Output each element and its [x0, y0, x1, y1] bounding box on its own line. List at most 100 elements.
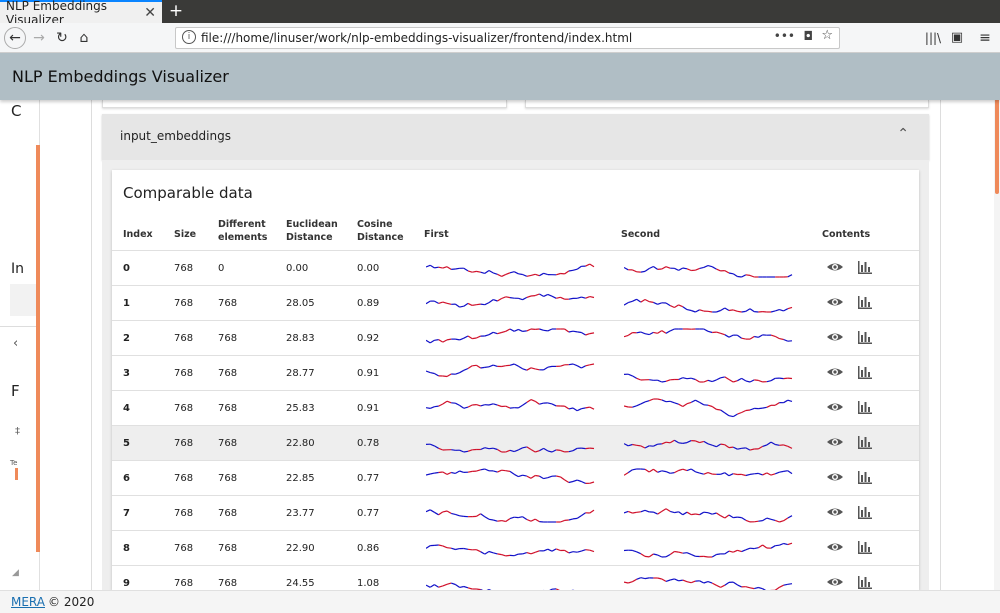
left-panel-input[interactable]	[10, 284, 40, 316]
cell-cosine: 0.91	[357, 368, 380, 379]
cell-index: 1	[123, 298, 130, 309]
cell-cosine: 0.86	[357, 543, 380, 554]
accordion-input-embeddings[interactable]: input_embeddings ⌃	[102, 114, 929, 160]
cell-euclidean: 22.90	[286, 543, 315, 554]
cell-cosine: 0.89	[357, 298, 380, 309]
page-actions-icon[interactable]: •••	[773, 29, 795, 43]
second-sparkline	[624, 508, 793, 523]
table-row[interactable]: 6 768 768 22.85 0.77	[112, 460, 919, 495]
chevron-up-icon[interactable]: ⌃	[897, 126, 909, 142]
table-row[interactable]: 4 768 768 25.83 0.91	[112, 390, 919, 425]
cell-size: 768	[174, 368, 194, 379]
eye-icon[interactable]	[826, 505, 844, 519]
eye-icon[interactable]	[826, 330, 844, 344]
cell-different: 768	[218, 438, 238, 449]
cell-different: 768	[218, 298, 238, 309]
cell-size: 768	[174, 438, 194, 449]
scrollbar-thumb[interactable]	[995, 94, 999, 194]
mini-progress	[15, 468, 18, 480]
home-icon[interactable]: ⌂	[79, 30, 89, 46]
eye-icon[interactable]	[826, 365, 844, 379]
forward-icon[interactable]: →	[33, 30, 45, 46]
header-different-line1: Different	[218, 219, 266, 230]
browser-tab[interactable]: NLP Embeddings Visualizer ✕	[0, 0, 162, 27]
first-sparkline	[426, 293, 595, 308]
cell-cosine: 1.08	[357, 578, 380, 589]
table-row[interactable]: 3 768 768 28.77 0.91	[112, 355, 919, 390]
bookmark-star-icon[interactable]: ☆	[821, 28, 833, 43]
table-row[interactable]: 0 768 0 0.00 0.00	[112, 250, 919, 285]
left-panel-letter-c: C	[11, 102, 22, 120]
bar-chart-icon[interactable]	[857, 505, 873, 520]
table-row[interactable]: 9 768 768 24.55 1.08	[112, 565, 919, 600]
app-header: NLP Embeddings Visualizer	[0, 53, 1000, 100]
second-sparkline	[624, 298, 793, 313]
cell-index: 4	[123, 403, 130, 414]
cell-euclidean: 25.83	[286, 403, 315, 414]
cell-euclidean: 28.83	[286, 333, 315, 344]
header-index: Index	[123, 229, 153, 240]
bar-chart-icon[interactable]	[857, 365, 873, 380]
table-row[interactable]: 2 768 768 28.83 0.92	[112, 320, 919, 355]
table-row[interactable]: 7 768 768 23.77 0.77	[112, 495, 919, 530]
table-row[interactable]: 1 768 768 28.05 0.89	[112, 285, 919, 320]
bar-chart-icon[interactable]	[857, 330, 873, 345]
page-scrollbar[interactable]	[994, 92, 1000, 590]
chevron-left-icon[interactable]: ‹	[13, 336, 19, 351]
cell-different: 768	[218, 333, 238, 344]
pocket-icon[interactable]: ◘	[803, 29, 814, 43]
second-sparkline	[624, 577, 793, 592]
eye-icon[interactable]	[826, 400, 844, 414]
cell-euclidean: 0.00	[286, 263, 309, 274]
close-tab-icon[interactable]: ✕	[144, 5, 156, 21]
cell-euclidean: 22.85	[286, 473, 315, 484]
library-icon[interactable]: |||\	[924, 31, 942, 45]
card-top-right	[525, 100, 929, 108]
cell-index: 6	[123, 473, 130, 484]
resize-handle-icon[interactable]: ◢	[12, 568, 19, 578]
eye-icon[interactable]	[826, 540, 844, 554]
cell-euclidean: 22.80	[286, 438, 315, 449]
first-sparkline	[426, 328, 595, 344]
bar-chart-icon[interactable]	[857, 260, 873, 275]
header-cosine: Cosine Distance	[357, 218, 404, 244]
back-icon[interactable]: ←	[4, 27, 26, 49]
bar-chart-icon[interactable]	[857, 470, 873, 485]
second-sparkline	[624, 265, 793, 278]
eye-icon[interactable]	[826, 295, 844, 309]
reload-icon[interactable]: ↻	[56, 30, 68, 46]
eye-icon[interactable]	[826, 435, 844, 449]
header-second: Second	[621, 229, 661, 240]
header-euclidean: Euclidean Distance	[286, 218, 338, 244]
footer: MERA © 2020	[0, 590, 1000, 613]
eye-icon[interactable]	[826, 470, 844, 484]
eye-icon[interactable]	[826, 260, 844, 274]
bar-chart-icon[interactable]	[857, 400, 873, 415]
menu-icon[interactable]: ≡	[979, 30, 991, 46]
header-size: Size	[174, 229, 197, 240]
bar-chart-icon[interactable]	[857, 540, 873, 555]
cell-size: 768	[174, 333, 194, 344]
url-bar[interactable]: i file:///home/linuser/work/nlp-embeddin…	[175, 27, 840, 49]
first-sparkline	[426, 544, 595, 557]
info-icon[interactable]: i	[182, 30, 196, 44]
new-tab-icon[interactable]: +	[168, 1, 184, 21]
second-sparkline	[624, 468, 793, 477]
content-frame	[91, 100, 941, 590]
eye-icon[interactable]	[826, 575, 844, 589]
bar-chart-icon[interactable]	[857, 295, 873, 310]
browser-nav-bar: ← → ↻ ⌂ i file:///home/linuser/work/nlp-…	[0, 23, 1000, 53]
table-row[interactable]: 5 768 768 22.80 0.78	[112, 425, 919, 460]
cell-cosine: 0.77	[357, 473, 380, 484]
bar-chart-icon[interactable]	[857, 575, 873, 590]
bar-chart-icon[interactable]	[857, 435, 873, 450]
table-row[interactable]: 8 768 768 22.90 0.86	[112, 530, 919, 565]
first-sparkline	[426, 363, 595, 378]
header-euclidean-line1: Euclidean	[286, 219, 338, 230]
slider-icon[interactable]: ‡	[15, 426, 20, 437]
cell-euclidean: 24.55	[286, 578, 315, 589]
footer-link[interactable]: MERA	[11, 595, 45, 609]
cell-different: 768	[218, 403, 238, 414]
sidebar-icon[interactable]: ▣	[950, 30, 964, 45]
first-sparkline	[426, 263, 595, 277]
